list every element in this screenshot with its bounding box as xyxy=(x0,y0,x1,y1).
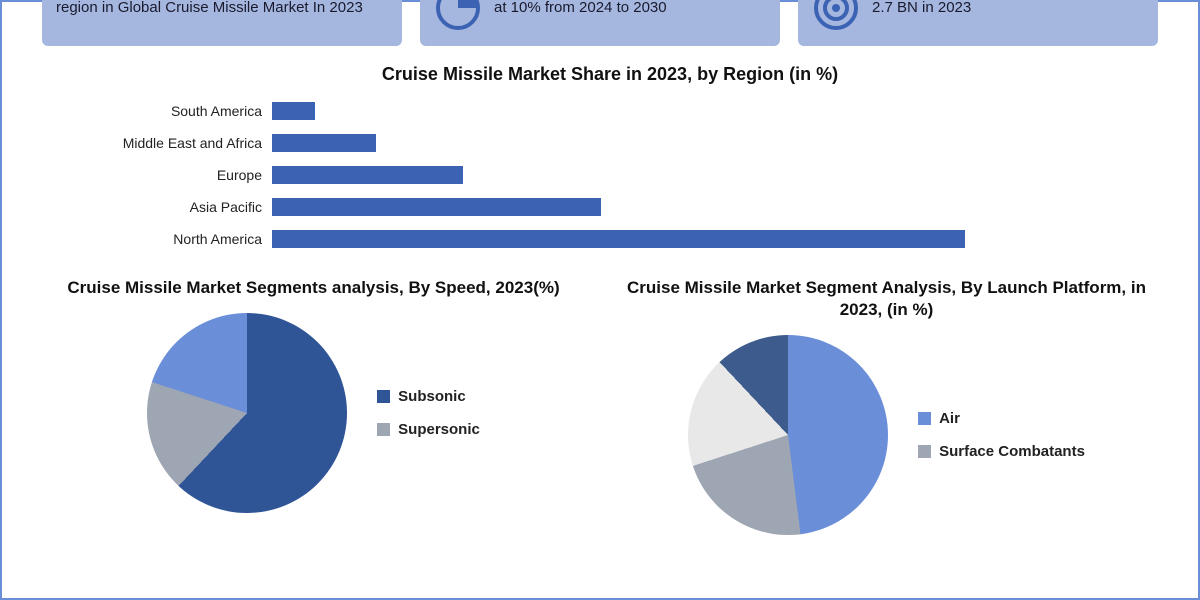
pie-platform-legend: Air Surface Combatants xyxy=(918,410,1085,460)
card-text: at 10% from 2024 to 2030 xyxy=(494,0,667,18)
pie-speed-block: Cruise Missile Market Segments analysis,… xyxy=(32,277,595,535)
pie-platform-chart xyxy=(688,335,888,535)
bar-track xyxy=(272,230,1138,248)
pie-speed-title: Cruise Missile Market Segments analysis,… xyxy=(32,277,595,299)
bar-track xyxy=(272,198,1138,216)
legend-swatch xyxy=(918,412,931,425)
bar-fill xyxy=(272,198,601,216)
legend-label: Subsonic xyxy=(398,388,466,405)
legend-label: Supersonic xyxy=(398,421,480,438)
pie-speed-legend: Subsonic Supersonic xyxy=(377,388,480,438)
stat-cards-row: region in Global Cruise Missile Market I… xyxy=(2,0,1198,46)
bar-label: Asia Pacific xyxy=(82,199,272,215)
legend-label: Air xyxy=(939,410,960,427)
pie-speed-chart xyxy=(147,313,347,513)
bar-label: Middle East and Africa xyxy=(82,135,272,151)
bar-fill xyxy=(272,230,965,248)
legend-item: Air xyxy=(918,410,1085,427)
legend-swatch xyxy=(918,445,931,458)
bar-chart-title: Cruise Missile Market Share in 2023, by … xyxy=(82,64,1138,85)
bar-row: Asia Pacific xyxy=(82,191,1138,223)
bar-label: South America xyxy=(82,103,272,119)
bar-row: Europe xyxy=(82,159,1138,191)
legend-item: Surface Combatants xyxy=(918,443,1085,460)
bar-row: North America xyxy=(82,223,1138,255)
stat-card-value: 2.7 BN in 2023 xyxy=(798,0,1158,46)
target-icon xyxy=(812,0,860,32)
legend-swatch xyxy=(377,423,390,436)
pie-quarter-icon xyxy=(434,0,482,32)
pie-platform-title: Cruise Missile Market Segment Analysis, … xyxy=(605,277,1168,321)
card-text: 2.7 BN in 2023 xyxy=(872,0,971,18)
bar-chart-region: Cruise Missile Market Share in 2023, by … xyxy=(2,64,1198,255)
bar-fill xyxy=(272,102,315,120)
legend-swatch xyxy=(377,390,390,403)
bar-fill xyxy=(272,134,376,152)
card-text: region in Global Cruise Missile Market I… xyxy=(56,0,363,18)
stat-card-cagr: at 10% from 2024 to 2030 xyxy=(420,0,780,46)
bar-track xyxy=(272,102,1138,120)
stat-card-region: region in Global Cruise Missile Market I… xyxy=(42,0,402,46)
bar-row: Middle East and Africa xyxy=(82,127,1138,159)
pie-charts-row: Cruise Missile Market Segments analysis,… xyxy=(2,277,1198,535)
bar-track xyxy=(272,134,1138,152)
pie-platform-block: Cruise Missile Market Segment Analysis, … xyxy=(605,277,1168,535)
bar-row: South America xyxy=(82,95,1138,127)
bar-fill xyxy=(272,166,463,184)
legend-label: Surface Combatants xyxy=(939,443,1085,460)
legend-item: Supersonic xyxy=(377,421,480,438)
bar-rows: South America Middle East and Africa Europ… xyxy=(82,95,1138,255)
legend-item: Subsonic xyxy=(377,388,480,405)
bar-label: North America xyxy=(82,231,272,247)
bar-label: Europe xyxy=(82,167,272,183)
bar-track xyxy=(272,166,1138,184)
